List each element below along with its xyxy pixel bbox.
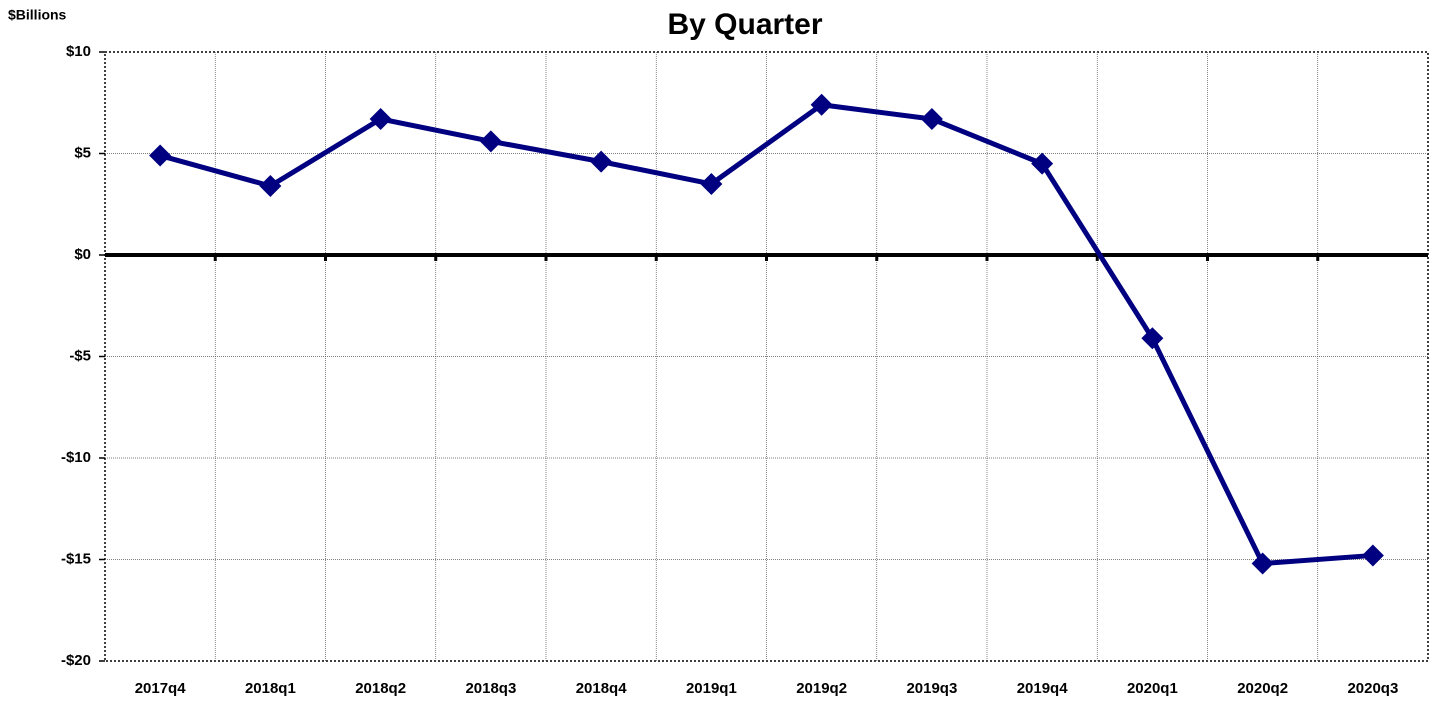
x-tick-label: 2020q2	[1237, 680, 1288, 697]
x-tick-label: 2019q2	[796, 680, 847, 697]
x-tick-label: 2018q2	[355, 680, 406, 697]
point-marker	[590, 150, 613, 173]
x-tick-label: 2018q3	[465, 680, 516, 697]
y-tick-label: -$10	[61, 449, 91, 466]
point-marker	[259, 174, 282, 197]
y-tick-label: $5	[74, 144, 91, 161]
y-axis-label: $Billions	[8, 7, 67, 23]
x-tick-label: 2019q1	[686, 680, 737, 697]
y-tick-label: $10	[66, 43, 91, 60]
point-marker	[810, 93, 833, 116]
x-tick-label: 2019q4	[1017, 680, 1069, 697]
point-marker	[479, 130, 502, 153]
y-tick-label: $0	[74, 246, 91, 263]
point-marker	[369, 107, 392, 130]
x-tick-label: 2020q3	[1347, 680, 1398, 697]
point-marker	[1361, 544, 1384, 567]
y-tick-label: -$20	[61, 652, 91, 669]
x-tick-label: 2020q1	[1127, 680, 1178, 697]
point-marker	[920, 107, 943, 130]
series-line	[159, 102, 1374, 567]
y-tick-label: -$15	[61, 550, 91, 567]
chart-title: By Quarter	[667, 8, 822, 41]
point-marker	[700, 172, 723, 195]
point-marker	[1141, 327, 1164, 350]
x-tick-label: 2018q1	[245, 680, 296, 697]
y-tick-label: -$5	[69, 347, 91, 364]
point-marker	[149, 144, 172, 167]
point-marker	[1031, 152, 1054, 175]
point-marker	[1251, 552, 1274, 575]
x-tick-label: 2017q4	[135, 680, 187, 697]
x-tick-label: 2018q4	[576, 680, 628, 697]
x-tick-label: 2019q3	[906, 680, 957, 697]
